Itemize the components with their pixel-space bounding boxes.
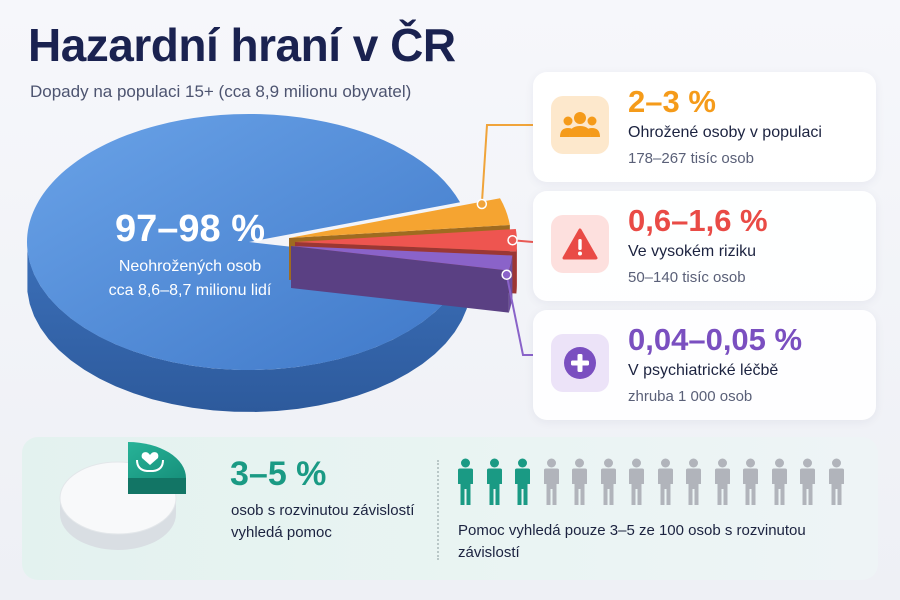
- card-high-risk: 0,6–1,6 % Ve vysokém riziku 50–140 tisíc…: [533, 191, 876, 301]
- pie-slice-rim: [516, 242, 517, 294]
- pie-slice-face: [291, 246, 509, 313]
- pie-slice-at-risk: [289, 198, 510, 238]
- pie-slice-treatment: [291, 246, 513, 271]
- card-at-risk: 2–3 % Ohrožené osoby v populaci 178–267 …: [533, 72, 876, 182]
- card-label: Ve vysokém riziku: [628, 243, 757, 260]
- person-icon: [800, 458, 815, 505]
- card-treatment: 0,04–0,05 % V psychiatrické léčbě zhruba…: [533, 310, 876, 420]
- card-percent: 2–3 %: [628, 84, 716, 119]
- connector-line: [480, 124, 533, 205]
- person-icon-highlighted: [486, 458, 502, 505]
- person-icon-highlighted: [515, 458, 530, 505]
- person-icon: [743, 458, 758, 505]
- person-icon: [828, 458, 844, 505]
- card-percent: 0,04–0,05 %: [628, 322, 803, 357]
- main-slice-label: Neohrožených osob: [118, 258, 262, 275]
- main-slice-sub: cca 8,6–8,7 milionu lidí: [108, 282, 272, 299]
- warning-icon: [551, 215, 609, 273]
- person-icon: [543, 458, 559, 505]
- page-title: Hazardní hraní v ČR: [28, 19, 456, 71]
- card-label: Ohrožené osoby v populaci: [628, 124, 822, 141]
- card-percent: 0,6–1,6 %: [628, 203, 768, 238]
- help-percent: 3–5 %: [230, 455, 327, 493]
- card-sub: zhruba 1 000 osob: [628, 388, 753, 405]
- card-label: V psychiatrické léčbě: [628, 362, 779, 379]
- card-sub: 50–140 tisíc osob: [628, 269, 746, 286]
- connector-dot: [507, 235, 518, 246]
- help-description: osob s rozvinutou závislostí vyhledá pom…: [231, 502, 415, 541]
- person-icon: [657, 458, 673, 505]
- pie-slice-high-risk: [295, 228, 517, 252]
- people-pictogram: [455, 458, 847, 506]
- divider: [437, 460, 439, 560]
- pie-slice-rim: [27, 249, 467, 412]
- pie-slice-unaffected: [27, 113, 467, 370]
- connector-line: [505, 274, 533, 356]
- card-sub: 178–267 tisíc osob: [628, 150, 754, 167]
- page-subtitle: Dopady na populaci 15+ (cca 8,9 milionu …: [30, 82, 412, 101]
- medical-cross-icon: [551, 334, 609, 392]
- person-icon: [686, 458, 701, 505]
- person-icon: [771, 458, 787, 505]
- connector-dot: [476, 198, 488, 210]
- person-icon: [600, 458, 616, 505]
- person-icon-highlighted: [458, 458, 473, 505]
- pie-slice-side: [27, 249, 467, 412]
- person-icon: [572, 458, 587, 505]
- person-icon: [629, 458, 644, 505]
- main-slice-percent: 97–98 %: [114, 208, 265, 250]
- people-caption: Pomoc vyhledá pouze 3–5 ze 100 osob s ro…: [458, 522, 806, 561]
- person-icon: [714, 458, 730, 505]
- connector-dot: [501, 269, 512, 280]
- people-group-icon: [551, 96, 609, 154]
